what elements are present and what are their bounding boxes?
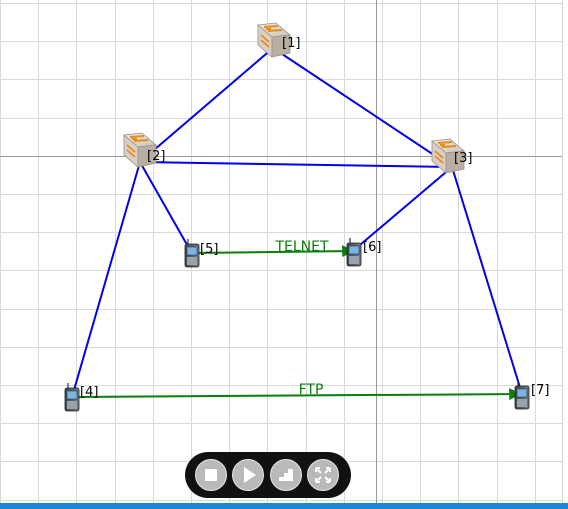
handset-icon <box>184 239 200 268</box>
node-2[interactable]: [2] <box>123 132 165 168</box>
node-4[interactable]: [4] <box>64 383 98 412</box>
flow-label: TELNET <box>274 239 329 255</box>
node-label: [2] <box>147 149 165 164</box>
flow-ftp-arrow[interactable] <box>75 388 522 401</box>
node-7[interactable]: [7] <box>514 381 549 410</box>
node-label: [4] <box>80 385 98 400</box>
links-layer <box>71 47 523 398</box>
playback-toolbar <box>185 452 351 498</box>
fullscreen-button[interactable] <box>307 459 339 491</box>
node-1[interactable]: [1] <box>257 22 300 58</box>
play-button[interactable] <box>232 459 264 491</box>
link-2-4[interactable] <box>71 161 141 398</box>
router-icon <box>431 138 465 174</box>
flow-telnet-arrow[interactable] <box>191 245 355 258</box>
router-icon <box>257 22 291 58</box>
link-1-2[interactable] <box>139 47 274 163</box>
play-icon <box>244 467 256 483</box>
node-6[interactable]: [6] <box>346 238 381 267</box>
flow-label: FTP <box>299 382 324 398</box>
stop-button[interactable] <box>195 459 227 491</box>
link-1-3[interactable] <box>272 47 453 168</box>
node-5[interactable]: [5] <box>184 239 218 268</box>
stop-icon <box>205 469 217 481</box>
node-label: [6] <box>363 240 381 255</box>
link-3-6[interactable] <box>353 166 453 251</box>
right-scroll-edge <box>562 0 568 503</box>
node-label: [3] <box>454 151 472 166</box>
fullscreen-icon <box>315 467 331 483</box>
link-2-3[interactable] <box>139 161 453 168</box>
node-3[interactable]: [3] <box>431 138 472 174</box>
node-label: [1] <box>282 36 300 51</box>
handset-icon <box>346 238 362 267</box>
flows-layer: TELNET FTP <box>75 239 522 401</box>
bottom-status-bar <box>0 503 568 509</box>
grid <box>0 0 562 503</box>
router-icon <box>123 132 157 168</box>
link-3-7[interactable] <box>451 166 523 395</box>
node-label: [5] <box>200 242 218 257</box>
step-button[interactable] <box>270 459 302 491</box>
nodes-layer: [1] [2] [3] [4] [5] [6] [7] <box>64 22 549 412</box>
link-2-5[interactable] <box>139 161 191 251</box>
handset-icon <box>64 383 80 412</box>
step-icon <box>279 469 293 481</box>
handset-icon <box>514 381 530 410</box>
node-label: [7] <box>531 383 549 398</box>
